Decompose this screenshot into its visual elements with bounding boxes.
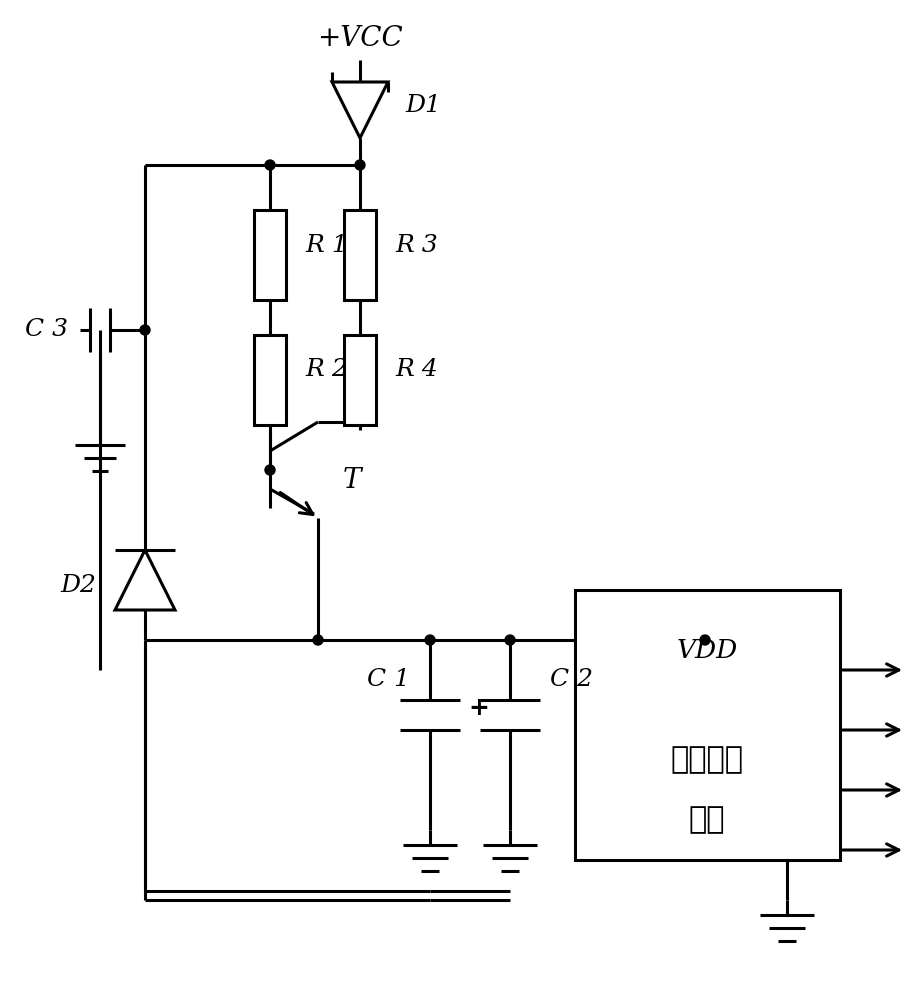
Bar — [344, 210, 376, 300]
Circle shape — [505, 635, 515, 645]
Text: 电路: 电路 — [689, 806, 726, 834]
Text: R 4: R 4 — [395, 359, 438, 381]
Circle shape — [355, 160, 365, 170]
Text: C 2: C 2 — [550, 668, 593, 692]
Text: VDD: VDD — [677, 638, 738, 662]
Circle shape — [140, 325, 150, 335]
Circle shape — [425, 635, 435, 645]
Text: R 1: R 1 — [305, 233, 348, 256]
Text: T: T — [343, 466, 361, 493]
Bar — [344, 335, 376, 425]
Bar — [575, 590, 840, 860]
Text: +: + — [468, 696, 489, 720]
Text: R 2: R 2 — [305, 359, 348, 381]
Circle shape — [700, 635, 710, 645]
Circle shape — [313, 635, 323, 645]
Text: C 1: C 1 — [367, 668, 410, 692]
Text: 驱动控制: 驱动控制 — [670, 746, 743, 774]
Text: D1: D1 — [405, 94, 441, 116]
Bar — [254, 335, 286, 425]
Text: C 3: C 3 — [25, 318, 68, 342]
Polygon shape — [332, 82, 388, 138]
Text: +VCC: +VCC — [317, 24, 403, 51]
Circle shape — [265, 160, 275, 170]
Bar — [254, 210, 286, 300]
Text: R 3: R 3 — [395, 233, 438, 256]
Text: D2: D2 — [60, 574, 96, 596]
Polygon shape — [115, 550, 175, 610]
Circle shape — [265, 465, 275, 475]
